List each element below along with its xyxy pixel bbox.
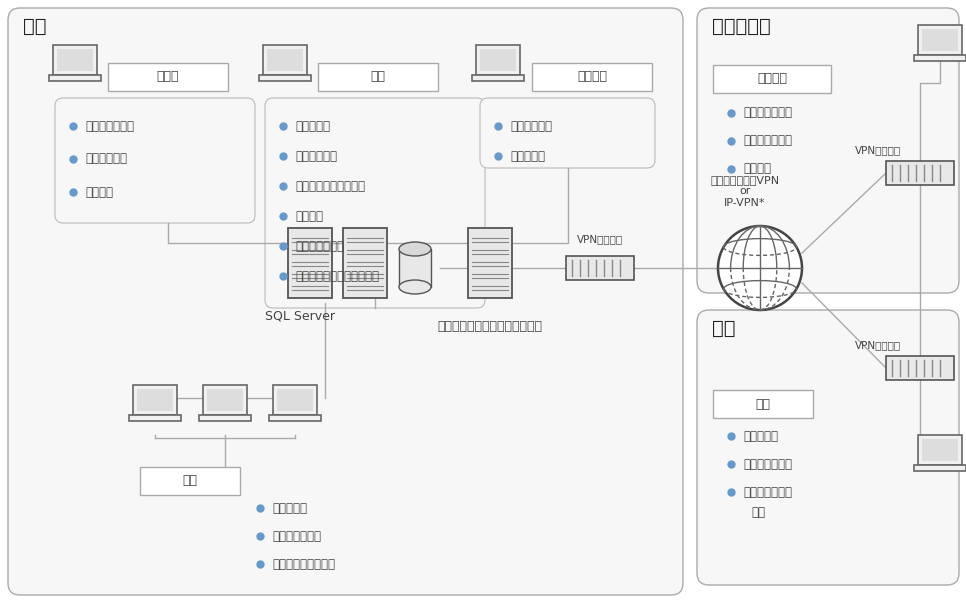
Text: 出荷手配: 出荷手配 (743, 162, 771, 175)
Text: 営業: 営業 (755, 397, 771, 411)
Bar (318, 63, 438, 91)
Ellipse shape (399, 280, 431, 294)
Bar (207, 389, 243, 411)
Text: 営業: 営業 (183, 475, 197, 487)
Text: 在庫管理: 在庫管理 (757, 72, 787, 86)
Text: 受注・売上管理: 受注・売上管理 (743, 458, 792, 470)
Ellipse shape (399, 242, 431, 256)
Bar (566, 256, 634, 280)
Text: 販売戦略立案: 販売戦略立案 (85, 153, 127, 165)
FancyBboxPatch shape (55, 98, 255, 223)
Text: 受注・売上管理: 受注・売上管理 (272, 529, 321, 543)
Text: 作成: 作成 (751, 505, 765, 519)
Bar (713, 390, 813, 418)
Bar (57, 49, 93, 71)
Bar (137, 389, 173, 411)
Bar (53, 45, 97, 75)
Bar (140, 467, 240, 495)
Bar (129, 415, 181, 421)
Text: 入金消込: 入金消込 (295, 209, 323, 223)
Text: 経営者: 経営者 (156, 71, 180, 83)
Text: 経理: 経理 (371, 71, 385, 83)
Bar (922, 439, 958, 461)
FancyBboxPatch shape (8, 8, 683, 595)
Bar (532, 63, 652, 91)
Text: インターネットVPN
or
IP-VPN*: インターネットVPN or IP-VPN* (710, 175, 780, 208)
Bar (886, 161, 954, 185)
Text: 倉庫／工場: 倉庫／工場 (712, 16, 771, 36)
Bar (472, 75, 524, 81)
Bar (288, 228, 332, 298)
FancyBboxPatch shape (265, 98, 485, 308)
Text: 見積書作成: 見積書作成 (743, 429, 778, 443)
Bar (203, 385, 247, 415)
Text: 承認作業: 承認作業 (85, 186, 113, 198)
Text: VPNルーター: VPNルーター (855, 145, 901, 155)
Text: 請求書の発行: 請求書の発行 (295, 150, 337, 162)
Bar (922, 29, 958, 51)
Circle shape (718, 226, 802, 310)
Text: 取引の入力: 取引の入力 (295, 119, 330, 133)
FancyBboxPatch shape (480, 98, 655, 168)
Bar (273, 385, 317, 415)
Bar (133, 385, 177, 415)
FancyBboxPatch shape (697, 8, 959, 293)
Text: 売上管理資料の作成: 売上管理資料の作成 (272, 558, 335, 570)
Bar (269, 415, 321, 421)
Text: 発注・仕入: 発注・仕入 (510, 150, 545, 162)
Text: 回収・支払予定の把握: 回収・支払予定の把握 (295, 180, 365, 192)
Text: 売上状況の把握: 売上状況の把握 (85, 119, 134, 133)
Text: 得意先・仕入先元帳の作成: 得意先・仕入先元帳の作成 (295, 270, 379, 282)
Text: 売上管理資料の: 売上管理資料の (743, 485, 792, 499)
Text: 本社: 本社 (23, 16, 46, 36)
Bar (918, 435, 962, 465)
Bar (108, 63, 228, 91)
Bar (267, 49, 303, 71)
Bar (914, 55, 966, 61)
Bar (399, 249, 431, 287)
Bar (480, 49, 516, 71)
Bar (918, 25, 962, 55)
Text: VPNルーター: VPNルーター (855, 340, 901, 350)
Bar (914, 465, 966, 471)
Bar (468, 228, 512, 298)
Text: SQL Server: SQL Server (265, 309, 335, 323)
Bar (259, 75, 311, 81)
Text: 仕入代金の支払: 仕入代金の支払 (295, 239, 344, 253)
Bar (476, 45, 520, 75)
Text: 発注一括作成: 発注一括作成 (510, 119, 552, 133)
Bar (199, 415, 251, 421)
Bar (277, 389, 313, 411)
Text: リモートデスクトップサービス: リモートデスクトップサービス (438, 320, 543, 332)
Text: VPNルーター: VPNルーター (577, 234, 623, 244)
Bar (886, 356, 954, 380)
Bar (343, 228, 387, 298)
Bar (713, 65, 831, 93)
Text: 適正在庫の維持: 適正在庫の維持 (743, 134, 792, 148)
Bar (263, 45, 307, 75)
Text: 在庫状況の把握: 在庫状況の把握 (743, 107, 792, 119)
Text: 見積書作成: 見積書作成 (272, 502, 307, 514)
Text: 支店: 支店 (712, 318, 735, 338)
FancyBboxPatch shape (697, 310, 959, 585)
Text: 仕入管理: 仕入管理 (577, 71, 607, 83)
Bar (49, 75, 101, 81)
